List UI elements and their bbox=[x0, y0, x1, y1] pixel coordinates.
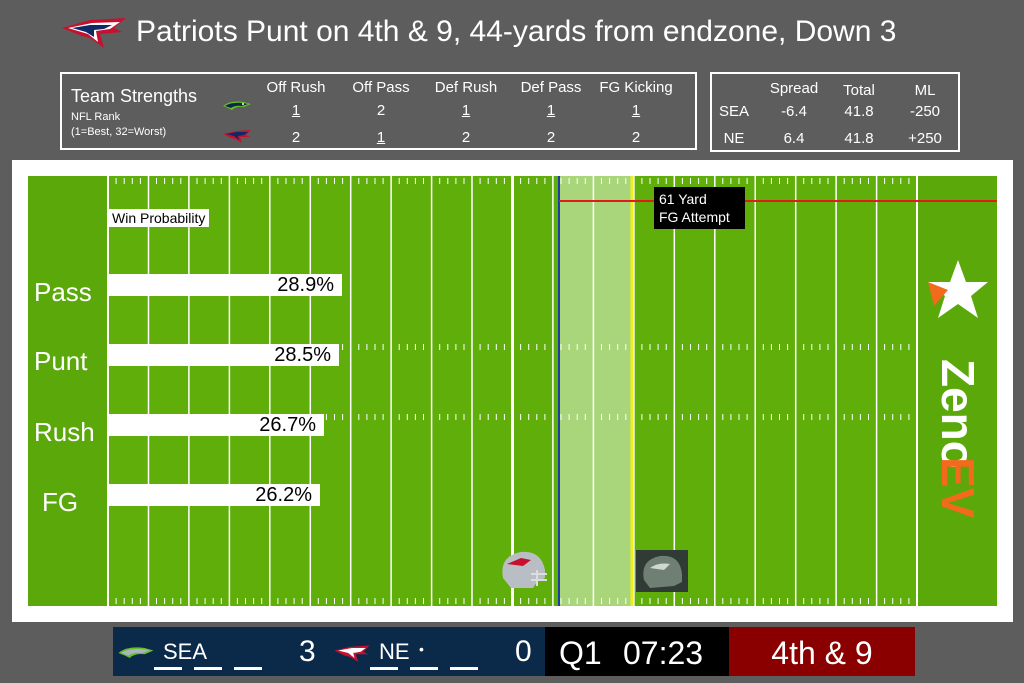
home-team-abbr: NE bbox=[379, 639, 410, 664]
win-prob-bar-punt: 28.5% bbox=[108, 344, 339, 366]
win-prob-value-punt: 28.5% bbox=[274, 344, 331, 366]
sea-def-pass: 1 bbox=[546, 102, 556, 119]
football-field bbox=[28, 176, 997, 606]
fg-attempt-distance: 61 Yard bbox=[659, 191, 707, 207]
ne-def-rush: 2 bbox=[461, 129, 471, 146]
away-score: 3 bbox=[299, 635, 316, 668]
ne-off-rush: 2 bbox=[291, 129, 301, 146]
win-prob-bar-fg: 26.2% bbox=[108, 484, 320, 506]
home-timeout-2 bbox=[410, 667, 438, 670]
sea-total: 41.8 bbox=[844, 103, 874, 120]
col-total: Total bbox=[843, 82, 875, 99]
patriots-logo-icon bbox=[334, 645, 370, 662]
ne-spread: 6.4 bbox=[783, 130, 805, 147]
play-label-fg: FG bbox=[42, 487, 79, 517]
page-title: Patriots Punt on 4th & 9, 44-yards from … bbox=[136, 15, 897, 48]
team-strengths-scale: (1=Best, 32=Worst) bbox=[71, 126, 167, 138]
col-def-rush: Def Rush bbox=[434, 79, 498, 96]
col-spread: Spread bbox=[769, 80, 819, 97]
odds-team-sea: SEA bbox=[718, 103, 749, 120]
fg-attempt-tag: 61 Yard FG Attempt bbox=[654, 187, 745, 229]
sea-off-rush: 1 bbox=[291, 102, 301, 119]
ne-def-pass: 2 bbox=[546, 129, 556, 146]
ne-off-pass: 1 bbox=[376, 129, 386, 146]
scorebar-teams: SEA 3 NE • 0 bbox=[113, 627, 545, 676]
patriots-logo-icon bbox=[62, 18, 126, 48]
sea-ml: -250 bbox=[909, 103, 941, 120]
win-prob-bar-pass: 28.9% bbox=[108, 274, 342, 296]
play-label-rush: Rush bbox=[34, 417, 95, 447]
away-timeout-3 bbox=[234, 667, 262, 670]
home-score: 0 bbox=[515, 635, 532, 668]
home-timeout-3 bbox=[450, 667, 478, 670]
field-markings bbox=[28, 176, 997, 606]
patriots-logo-icon bbox=[223, 130, 251, 143]
sea-fg-kicking: 1 bbox=[631, 102, 641, 119]
away-team-abbr: SEA bbox=[163, 639, 208, 664]
ne-fg-kicking: 2 bbox=[631, 129, 641, 146]
sea-spread: -6.4 bbox=[781, 103, 807, 120]
sea-off-pass: 2 bbox=[376, 102, 386, 119]
win-prob-value-fg: 26.2% bbox=[255, 484, 312, 506]
home-timeout-1 bbox=[370, 667, 398, 670]
col-fg-kicking: FG Kicking bbox=[599, 79, 673, 96]
col-off-rush: Off Rush bbox=[266, 79, 326, 96]
possession-indicator: • bbox=[419, 641, 424, 657]
sea-def-rush: 1 bbox=[461, 102, 471, 119]
col-ml: ML bbox=[914, 82, 936, 99]
away-timeout-2 bbox=[194, 667, 222, 670]
ne-ml: +250 bbox=[908, 130, 942, 147]
fg-attempt-text: FG Attempt bbox=[659, 209, 730, 225]
win-prob-value-pass: 28.9% bbox=[277, 274, 334, 296]
odds-team-ne: NE bbox=[723, 130, 745, 147]
brand-text-ev: EV bbox=[932, 457, 984, 519]
win-prob-bar-rush: 26.7% bbox=[108, 414, 324, 436]
ne-total: 41.8 bbox=[844, 130, 874, 147]
team-strengths-subtitle: NFL Rank bbox=[71, 111, 121, 123]
play-label-punt: Punt bbox=[34, 346, 88, 376]
col-def-pass: Def Pass bbox=[520, 79, 582, 96]
seahawks-logo-icon bbox=[223, 101, 251, 110]
col-off-pass: Off Pass bbox=[352, 79, 410, 96]
header: Patriots Punt on 4th & 9, 44-yards from … bbox=[0, 0, 1024, 68]
patriots-helmet-icon bbox=[502, 551, 547, 588]
seahawks-helmet-icon bbox=[636, 550, 688, 592]
down-and-distance: 4th & 9 bbox=[771, 635, 873, 671]
zenoev-logo bbox=[928, 260, 988, 318]
away-timeout-1 bbox=[154, 667, 182, 670]
betting-odds-panel: Spread Total ML SEA -6.4 41.8 -250 NE 6.… bbox=[710, 72, 960, 152]
team-strengths-panel: Team Strengths NFL Rank (1=Best, 32=Wors… bbox=[60, 72, 697, 150]
quarter: Q1 bbox=[559, 635, 602, 671]
scorebar-down: 4th & 9 bbox=[729, 627, 915, 676]
win-prob-value-rush: 26.7% bbox=[259, 414, 316, 436]
play-label-pass: Pass bbox=[34, 277, 92, 307]
game-clock: 07:23 bbox=[623, 635, 704, 671]
scorebar-clock: Q1 07:23 bbox=[545, 627, 729, 676]
team-strengths-title: Team Strengths bbox=[71, 86, 198, 106]
win-probability-label: Win Probability bbox=[108, 209, 210, 227]
seahawks-logo-icon bbox=[118, 647, 154, 658]
brand-text-zeno: Zeno bbox=[932, 359, 984, 469]
